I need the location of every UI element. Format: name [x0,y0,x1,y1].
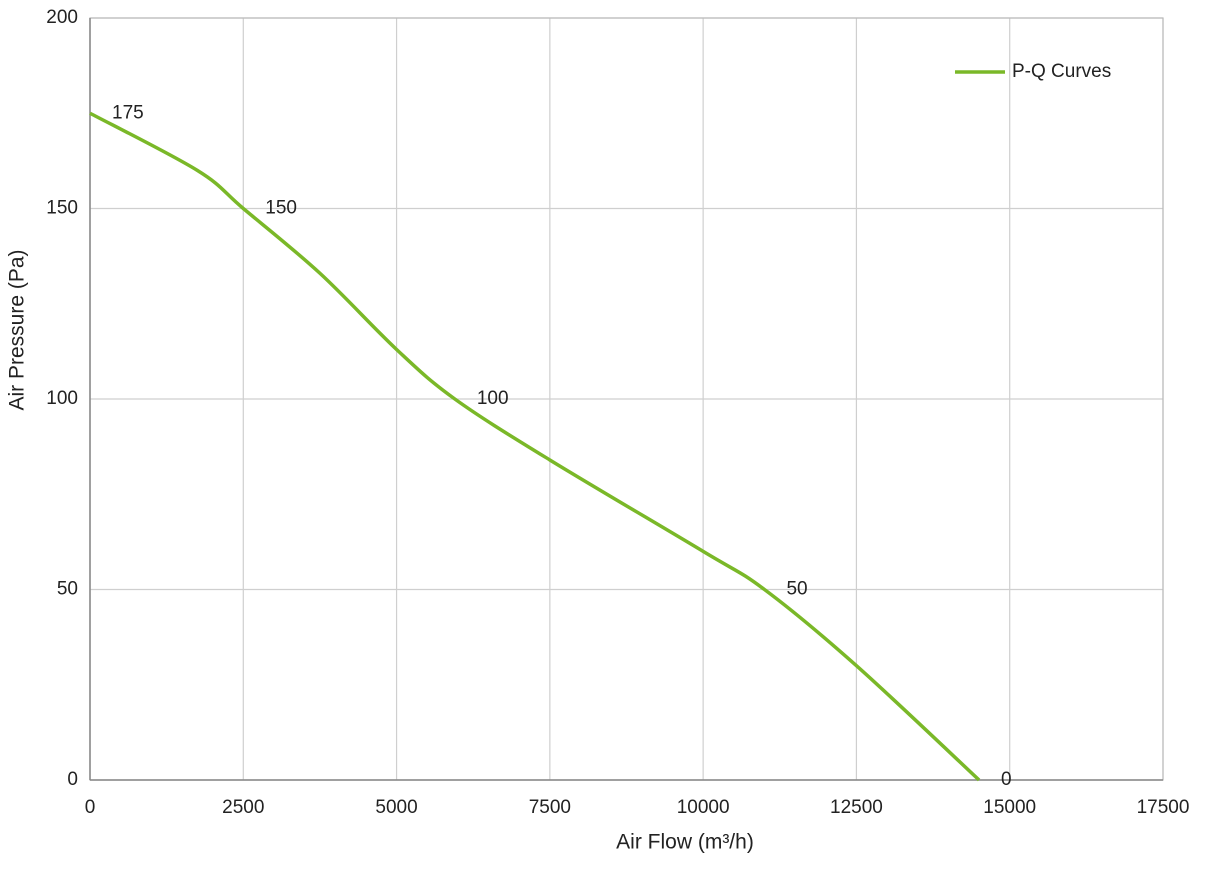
data-label: 150 [265,198,297,219]
x-tick-label: 10000 [677,797,730,818]
data-label: 0 [1001,769,1012,790]
x-tick-label: 0 [85,797,96,818]
y-tick-label: 100 [46,388,78,409]
y-axis-title: Air Pressure (Pa) [6,249,29,410]
x-tick-label: 5000 [375,797,417,818]
data-label: 50 [786,579,807,600]
x-tick-label: 2500 [222,797,264,818]
x-tick-label: 12500 [830,797,883,818]
x-tick-label: 7500 [529,797,571,818]
y-tick-label: 200 [46,7,78,28]
y-tick-label: 150 [46,198,78,219]
x-tick-label: 15000 [983,797,1036,818]
y-tick-label: 0 [67,769,78,790]
x-axis-title: Air Flow (m³/h) [616,831,754,854]
data-label: 175 [112,102,144,123]
x-tick-label: 17500 [1137,797,1190,818]
legend-label: P-Q Curves [1012,61,1111,82]
data-label: 100 [477,388,509,409]
y-tick-label: 50 [57,579,78,600]
data-line [89,111,981,782]
